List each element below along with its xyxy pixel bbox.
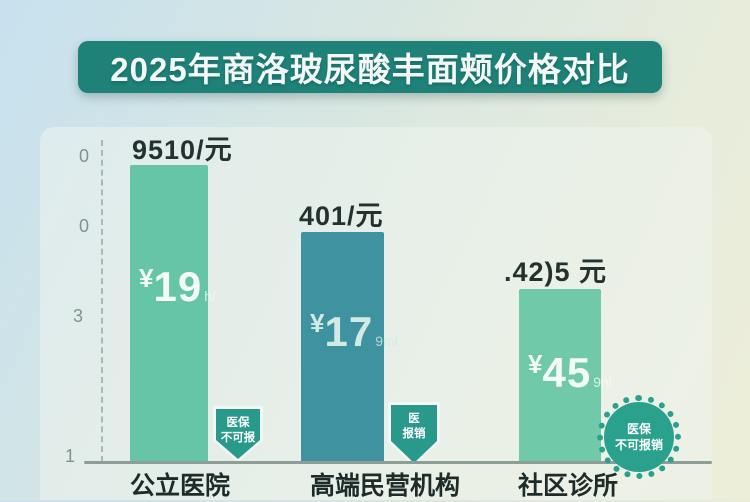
bar-price-label: ¥17 9ml: [310, 308, 398, 356]
page-title: 2025年商洛玻尿酸丰面颊价格对比: [110, 51, 630, 88]
price-suffix: h/: [204, 288, 216, 304]
price-number: 45: [542, 349, 592, 396]
insurance-badge-seal-icon: 医保 不可报销: [597, 395, 681, 479]
x-axis-line: [84, 461, 712, 464]
price-suffix: 9nl: [593, 374, 612, 390]
title-banner: 2025年商洛玻尿酸丰面颊价格对比: [78, 41, 662, 93]
yen-symbol: ¥: [310, 308, 325, 338]
bar-public-hospital: ¥19 h/: [130, 165, 216, 461]
price-number: 17: [324, 308, 374, 355]
bar-price-label: ¥45 9nl: [528, 349, 612, 397]
y-axis-line: [101, 140, 103, 462]
category-label-community-clinic: 社区诊所: [517, 472, 619, 500]
badge-text: 报销: [402, 427, 426, 440]
y-tick: 3: [73, 306, 84, 326]
badge-text: 不可报: [220, 431, 256, 444]
bar-value-label: 9510/元: [132, 135, 233, 165]
badge-text: 不可报销: [614, 438, 663, 452]
badge-text: 医保: [626, 421, 651, 436]
badge-text: 医: [408, 413, 420, 425]
y-tick: 1: [65, 446, 76, 466]
bar-private-institution: ¥17 9ml: [301, 232, 398, 461]
price-suffix: 9ml: [375, 333, 398, 349]
category-label-private-institution: 高端民营机构: [309, 472, 461, 500]
insurance-badge-shield-icon: 医保 不可报: [213, 406, 263, 462]
bar-price-label: ¥19 h/: [139, 263, 216, 311]
y-tick: 0: [79, 216, 90, 236]
yen-symbol: ¥: [139, 263, 154, 293]
y-tick: 0: [79, 146, 90, 166]
bar-value-label: .42)5 元: [504, 257, 608, 287]
category-label-public-hospital: 公立医院: [129, 472, 231, 500]
badge-text: 医保: [226, 417, 250, 429]
yen-symbol: ¥: [528, 349, 543, 379]
bar-value-label: 401/元: [299, 201, 384, 231]
bar-community-clinic: ¥45 9nl: [519, 289, 612, 461]
price-number: 19: [153, 263, 203, 310]
